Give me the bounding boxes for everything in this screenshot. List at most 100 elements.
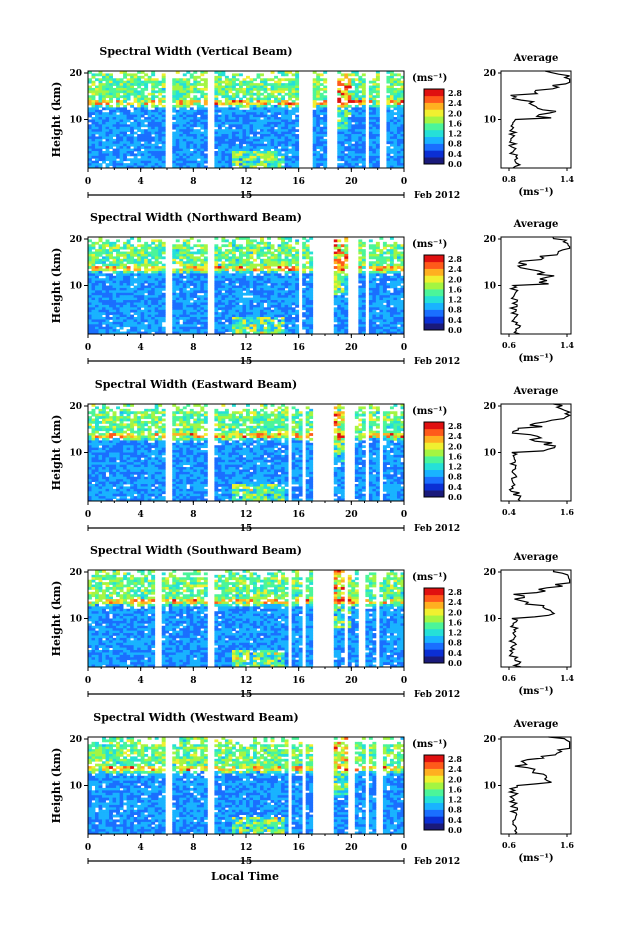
colorbar-segment [424,823,444,831]
x-tick-label: 12 [240,843,253,853]
colorbar-tick-label: 2.0 [448,607,462,617]
y-tick-label: 20 [69,69,82,79]
colorbar-tick-label: 2.4 [448,98,462,108]
panel-title: Spectral Width (Westward Beam) [93,711,298,724]
y-tick-label: 20 [69,735,82,745]
profile-title: Average [513,219,559,230]
x-tick-label: 12 [240,510,253,520]
colorbar-frame [423,754,445,831]
colorbar-segment [424,755,444,763]
y-axis-label: Height (km) [50,248,63,324]
profile-y-tick-label: 10 [483,449,496,459]
profile-x-label: (ms⁻¹) [518,353,553,364]
colorbar-segment [424,323,444,331]
x-tick-label: 20 [345,177,358,187]
x-tick-label: 20 [345,843,358,853]
colorbar-tick-label: 1.6 [448,617,462,627]
profile-y-tick-label: 20 [483,69,496,79]
colorbar-unit: (ms⁻¹) [412,572,447,583]
x-tick-label: 16 [292,510,305,520]
day-label: 15 [240,690,253,700]
colorbar-segment [424,102,444,110]
colorbar-segment [424,601,444,609]
x-tick-label: 16 [292,676,305,686]
x-tick-label: 20 [345,510,358,520]
x-tick-label: 0 [85,843,91,853]
heatmap-cells [88,71,405,169]
profile-frame [500,569,572,668]
colorbar-tick-label: 0.4 [448,815,462,825]
y-axis-label: Height (km) [50,748,63,824]
colorbar-tick-label: 1.6 [448,451,462,461]
profile-x-tick-label: 0.6 [502,340,516,350]
colorbar-segment [424,628,444,637]
colorbar-tick-label: 0.0 [448,159,462,169]
x-tick-label: 0 [401,676,407,686]
colorbar-segment [424,802,444,810]
colorbar-unit: (ms⁻¹) [412,739,447,750]
heatmap-cells [88,237,405,335]
profile-x-tick-label: 0.6 [502,840,516,850]
panel-4: Spectral Width (Westward Beam) 20 10 Height… [50,711,574,867]
panel-1: Spectral Width (Northward Beam) 20 10 Heigh… [50,211,574,367]
colorbar-segment [424,95,444,103]
colorbar-segment [424,109,444,117]
date-label: Feb 2012 [414,357,460,367]
colorbar-tick-label: 2.0 [448,108,462,118]
colorbar-tick-label: 2.4 [448,764,462,774]
date-label: Feb 2012 [414,857,460,867]
x-tick-label: 12 [240,343,253,353]
colorbar-segment [424,656,444,664]
x-tick-label: 20 [345,343,358,353]
x-tick-label: 0 [85,510,91,520]
profile-frame [500,236,572,335]
profile-line [508,236,571,335]
profile-x-label: (ms⁻¹) [518,187,553,198]
colorbar-tick-label: 0.8 [448,805,462,815]
colorbar-segment [424,255,444,263]
day-label: 15 [240,357,253,367]
colorbar-unit: (ms⁻¹) [412,239,447,250]
profile-y-tick-label: 20 [483,735,496,745]
colorbar-segment [424,490,444,498]
y-tick-label: 10 [69,282,82,292]
colorbar-unit: (ms⁻¹) [412,406,447,417]
colorbar-tick-label: 2.8 [448,587,462,597]
colorbar-segment [424,795,444,804]
profile-y-tick-label: 10 [483,782,496,792]
colorbar-segment [424,435,444,443]
colorbar-segment [424,295,444,304]
panel-title: Spectral Width (Northward Beam) [90,211,302,224]
colorbar-segment [424,89,444,97]
x-axis-label: Local Time [211,870,279,883]
profile-x-tick-label: 1.4 [560,673,574,683]
profile-y-tick-label: 10 [483,282,496,292]
colorbar-tick-label: 0.8 [448,305,462,315]
colorbar-segment [424,809,444,817]
y-tick-label: 10 [69,116,82,126]
y-tick-label: 20 [69,402,82,412]
panel-title: Spectral Width (Vertical Beam) [99,45,292,58]
colorbar-frame [423,254,445,331]
y-tick-label: 10 [69,615,82,625]
profile-y-tick-label: 20 [483,568,496,578]
colorbar-tick-label: 1.6 [448,784,462,794]
day-label: 15 [240,524,253,534]
colorbar-tick-label: 0.8 [448,472,462,482]
panel-title: Spectral Width (Southward Beam) [90,544,302,557]
x-tick-label: 8 [190,177,196,187]
colorbar-segment [424,143,444,151]
panel-2: Spectral Width (Eastward Beam) 20 10 Height… [50,378,574,534]
colorbar-tick-label: 1.6 [448,284,462,294]
colorbar-tick-label: 1.6 [448,118,462,128]
y-axis-label: Height (km) [50,415,63,491]
colorbar-tick-label: 0.0 [448,492,462,502]
colorbar-tick-label: 0.8 [448,638,462,648]
colorbar-segment [424,608,444,616]
colorbar-tick-label: 0.0 [448,325,462,335]
day-label: 15 [240,857,253,867]
x-tick-label: 16 [292,177,305,187]
colorbar-tick-label: 2.0 [448,441,462,451]
colorbar-segment [424,150,444,158]
